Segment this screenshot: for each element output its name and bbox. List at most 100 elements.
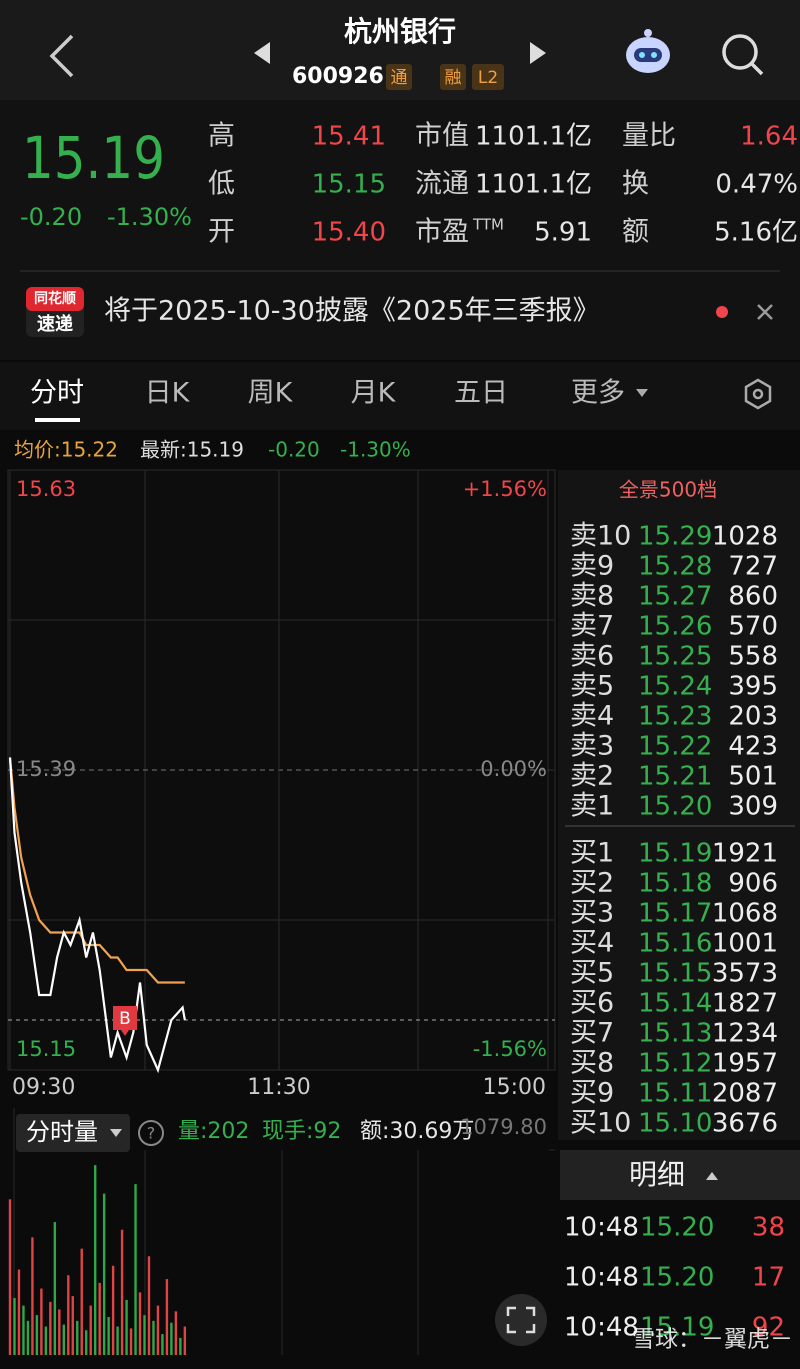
volume-bar — [161, 1334, 164, 1355]
y-tick-label: 15.15 — [16, 1037, 76, 1061]
fullscreen-button[interactable] — [495, 1294, 547, 1346]
assistant-icon[interactable] — [626, 29, 670, 73]
book-volume: 1001 — [712, 929, 778, 959]
book-level: 卖7 — [570, 611, 614, 642]
volume-bar — [170, 1322, 173, 1355]
price-line — [8, 757, 186, 1074]
book-volume: 3676 — [712, 1109, 778, 1139]
volume-bar — [67, 1275, 70, 1355]
book-volume: 860 — [728, 582, 778, 612]
volume-bar — [165, 1279, 169, 1355]
volume-title: 分时量 — [26, 1118, 98, 1146]
book-volume: 3573 — [712, 959, 778, 989]
tab[interactable]: 分时 — [30, 378, 84, 409]
tab[interactable]: 周K — [248, 378, 294, 409]
volume-bar — [58, 1309, 61, 1355]
trade-volume: 92 — [752, 1313, 785, 1343]
volume-bar — [93, 1165, 97, 1355]
volume-bar — [134, 1184, 137, 1355]
stat-label: 市值 — [415, 121, 469, 152]
volume-bar — [40, 1288, 43, 1355]
book-price: 15.22 — [638, 732, 712, 762]
price-change: -0.20 — [20, 203, 82, 231]
volume-bar — [44, 1326, 48, 1355]
book-level: 卖9 — [570, 551, 614, 582]
tab[interactable]: 更多 — [571, 378, 625, 409]
volume-bar — [183, 1326, 187, 1355]
order-book-panel — [558, 470, 800, 1140]
prev-stock[interactable] — [254, 42, 270, 64]
book-volume: 570 — [728, 612, 778, 642]
volume-stat: 现手:92 — [262, 1119, 341, 1144]
stat-label: 高 — [208, 121, 235, 152]
average-price-line — [8, 757, 185, 984]
volume-bar — [143, 1315, 146, 1355]
volume-stat: 量:202 — [178, 1119, 249, 1144]
trade-time: 10:48 — [564, 1263, 639, 1293]
volume-bar — [102, 1193, 106, 1355]
settings-button[interactable] — [744, 378, 772, 410]
volume-bar — [35, 1315, 39, 1355]
trade-volume: 38 — [752, 1213, 785, 1243]
volume-dropdown[interactable] — [16, 1114, 130, 1152]
volume-tick-label: 1079.80 — [460, 1115, 547, 1139]
stat-value: 15.40 — [312, 218, 386, 248]
tab[interactable]: 日K — [145, 378, 191, 409]
back-button[interactable] — [49, 34, 74, 78]
trade-marker — [113, 1006, 137, 1036]
book-price: 15.19 — [638, 839, 712, 869]
unread-dot — [716, 306, 728, 318]
volume-bar — [107, 1317, 110, 1355]
notice-logo — [26, 287, 84, 337]
volume-bar — [138, 1292, 142, 1355]
volume-bar — [111, 1265, 115, 1355]
book-level: 卖4 — [570, 701, 614, 732]
help-glyph: ? — [147, 1124, 156, 1143]
stat-label-sup: TTM — [472, 216, 504, 234]
volume-bar — [26, 1320, 30, 1355]
stat-label: 量比 — [622, 121, 676, 152]
book-price: 15.14 — [638, 989, 712, 1019]
search-button[interactable] — [722, 34, 764, 76]
book-volume: 395 — [728, 672, 778, 702]
book-level: 买2 — [570, 868, 614, 899]
book-price: 15.21 — [638, 762, 712, 792]
volume-bar — [152, 1320, 155, 1355]
book-level: 买1 — [570, 838, 614, 869]
tab-bar — [0, 362, 800, 430]
book-price: 15.17 — [638, 899, 712, 929]
help-icon[interactable] — [138, 1120, 164, 1146]
trades-caret — [706, 1172, 718, 1180]
stock-code: 600926 — [292, 64, 384, 89]
book-level: 买5 — [570, 958, 614, 989]
quote-panel — [0, 100, 800, 360]
stock-tag-box — [386, 64, 412, 90]
volume-bar — [179, 1337, 182, 1355]
book-price: 15.28 — [638, 552, 712, 582]
stock-tag: 融 — [445, 68, 462, 88]
next-stock[interactable] — [530, 42, 546, 64]
x-tick-label: 11:30 — [247, 1075, 310, 1100]
book-level: 买7 — [570, 1018, 614, 1049]
stock-tag-box — [472, 64, 504, 90]
book-level: 买4 — [570, 928, 614, 959]
volume-bar — [156, 1305, 160, 1355]
book-level: 卖8 — [570, 581, 614, 612]
book-volume: 1957 — [712, 1049, 778, 1079]
trades-title: 明细 — [629, 1158, 685, 1191]
stat-label: 开 — [208, 217, 235, 248]
close-notice[interactable] — [757, 304, 773, 320]
tab[interactable]: 五日 — [454, 378, 508, 409]
book-volume: 1827 — [712, 989, 778, 1019]
stat-label: 流通 — [415, 169, 469, 200]
dropdown-caret — [110, 1129, 122, 1137]
notice-logo-bottom: 速递 — [37, 313, 73, 335]
tab[interactable]: 月K — [351, 378, 397, 409]
book-volume: 1234 — [712, 1019, 778, 1049]
volume-bar — [53, 1222, 57, 1355]
book-price: 15.24 — [638, 672, 712, 702]
book-price: 15.10 — [638, 1109, 712, 1139]
stat-label: 低 — [208, 169, 235, 200]
